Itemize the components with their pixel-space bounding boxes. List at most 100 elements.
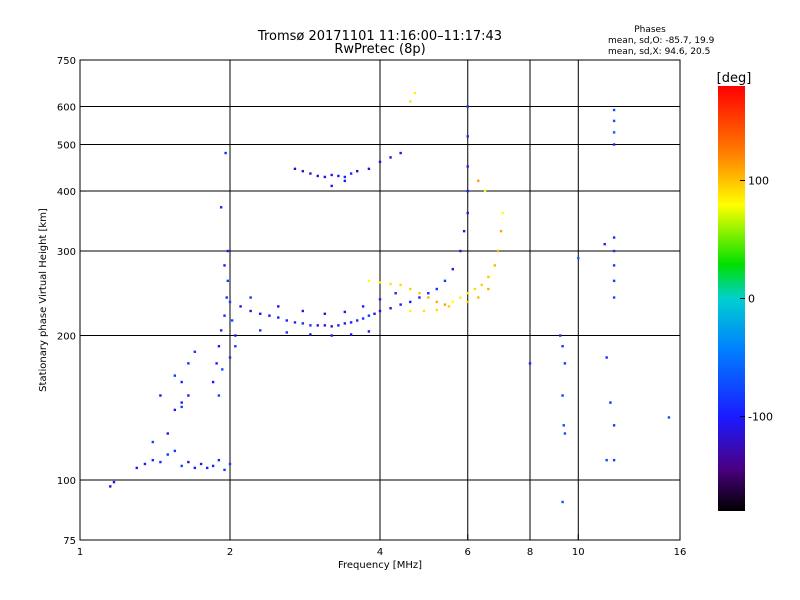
data-point	[234, 334, 237, 337]
data-point	[422, 309, 426, 313]
data-point	[228, 356, 232, 359]
data-point	[193, 466, 197, 470]
data-point	[151, 458, 155, 462]
data-point	[466, 292, 469, 295]
data-point	[427, 292, 430, 295]
y-tick-label: 750	[57, 56, 76, 67]
data-point	[612, 249, 616, 253]
data-point	[561, 345, 564, 348]
data-point	[337, 324, 340, 327]
data-point	[609, 401, 612, 404]
data-point	[389, 307, 392, 310]
data-point	[349, 333, 353, 336]
x-tick-label: 6	[465, 547, 471, 558]
data-point	[180, 380, 183, 384]
y-tick-label: 100	[57, 476, 76, 487]
data-point	[159, 394, 162, 397]
x-axis-label: Frequency [MHz]	[338, 560, 422, 571]
data-point	[443, 303, 447, 306]
data-point	[528, 362, 532, 365]
stats-heading: Phases	[634, 25, 666, 35]
data-point	[217, 394, 221, 397]
data-point	[343, 310, 347, 314]
data-point	[378, 160, 382, 164]
data-point	[367, 330, 371, 333]
data-point	[603, 242, 606, 246]
data-point	[337, 174, 340, 178]
data-point	[612, 279, 616, 283]
data-point	[230, 319, 234, 322]
data-point	[223, 264, 226, 267]
data-point	[166, 453, 169, 456]
data-point	[343, 322, 347, 325]
data-point	[249, 296, 252, 299]
data-point	[187, 460, 190, 464]
data-point	[219, 329, 223, 332]
data-point	[501, 211, 504, 215]
axis-ticks	[79, 59, 681, 541]
data-point	[309, 172, 312, 175]
y-axis-label: Stationary phase Virtual Height [km]	[38, 208, 49, 392]
data-point	[561, 500, 564, 504]
grid-lines	[80, 60, 680, 540]
data-point	[413, 91, 417, 95]
data-point	[228, 300, 232, 304]
data-point	[561, 394, 564, 397]
data-point	[466, 300, 469, 304]
stats-o-line: mean, sd,O: -85.7, 19.9	[608, 36, 715, 46]
data-point	[180, 464, 183, 468]
data-point	[221, 368, 224, 371]
data-point	[451, 300, 455, 304]
data-point	[562, 424, 565, 427]
x-tick-label: 2	[227, 547, 233, 558]
y-tick-label: 75	[63, 536, 76, 547]
data-point	[223, 468, 226, 472]
data-point	[187, 394, 190, 397]
data-point	[409, 100, 412, 103]
data-point	[301, 309, 305, 313]
data-points	[109, 91, 671, 504]
data-point	[373, 312, 376, 315]
data-point	[480, 283, 483, 287]
data-point	[226, 249, 230, 253]
data-point	[466, 189, 469, 193]
data-point	[459, 296, 462, 299]
data-point	[563, 362, 567, 365]
data-point	[330, 173, 333, 177]
data-point	[301, 322, 305, 325]
data-point	[349, 172, 353, 175]
data-point	[499, 229, 503, 233]
data-point	[301, 169, 305, 173]
data-point	[612, 143, 616, 146]
chart-title: Tromsø 20171101 11:16:00–11:17:43	[257, 29, 502, 44]
data-point	[612, 264, 616, 267]
data-point	[259, 329, 262, 332]
data-point	[605, 458, 608, 462]
data-point	[493, 264, 497, 267]
data-point	[612, 236, 616, 239]
data-point	[612, 424, 616, 427]
data-point	[418, 292, 421, 295]
data-point	[496, 249, 500, 253]
data-point	[399, 151, 402, 155]
data-point	[234, 345, 237, 348]
data-point	[473, 287, 477, 291]
data-point	[577, 256, 580, 260]
data-point	[193, 350, 197, 353]
data-point	[409, 287, 412, 291]
colorbar-tick-label: 0	[748, 293, 755, 306]
data-point	[466, 105, 469, 108]
data-point	[559, 334, 562, 337]
data-point	[323, 175, 327, 179]
data-point	[487, 275, 490, 279]
data-point	[355, 169, 359, 173]
data-point	[367, 314, 371, 317]
data-point	[612, 296, 616, 299]
data-point	[612, 119, 616, 123]
data-point	[217, 458, 221, 462]
data-point	[112, 480, 116, 484]
data-point	[323, 312, 327, 315]
stats-x-line: mean, sd,X: 94.6, 20.5	[608, 47, 710, 57]
data-point	[199, 462, 203, 466]
data-point	[361, 305, 365, 308]
